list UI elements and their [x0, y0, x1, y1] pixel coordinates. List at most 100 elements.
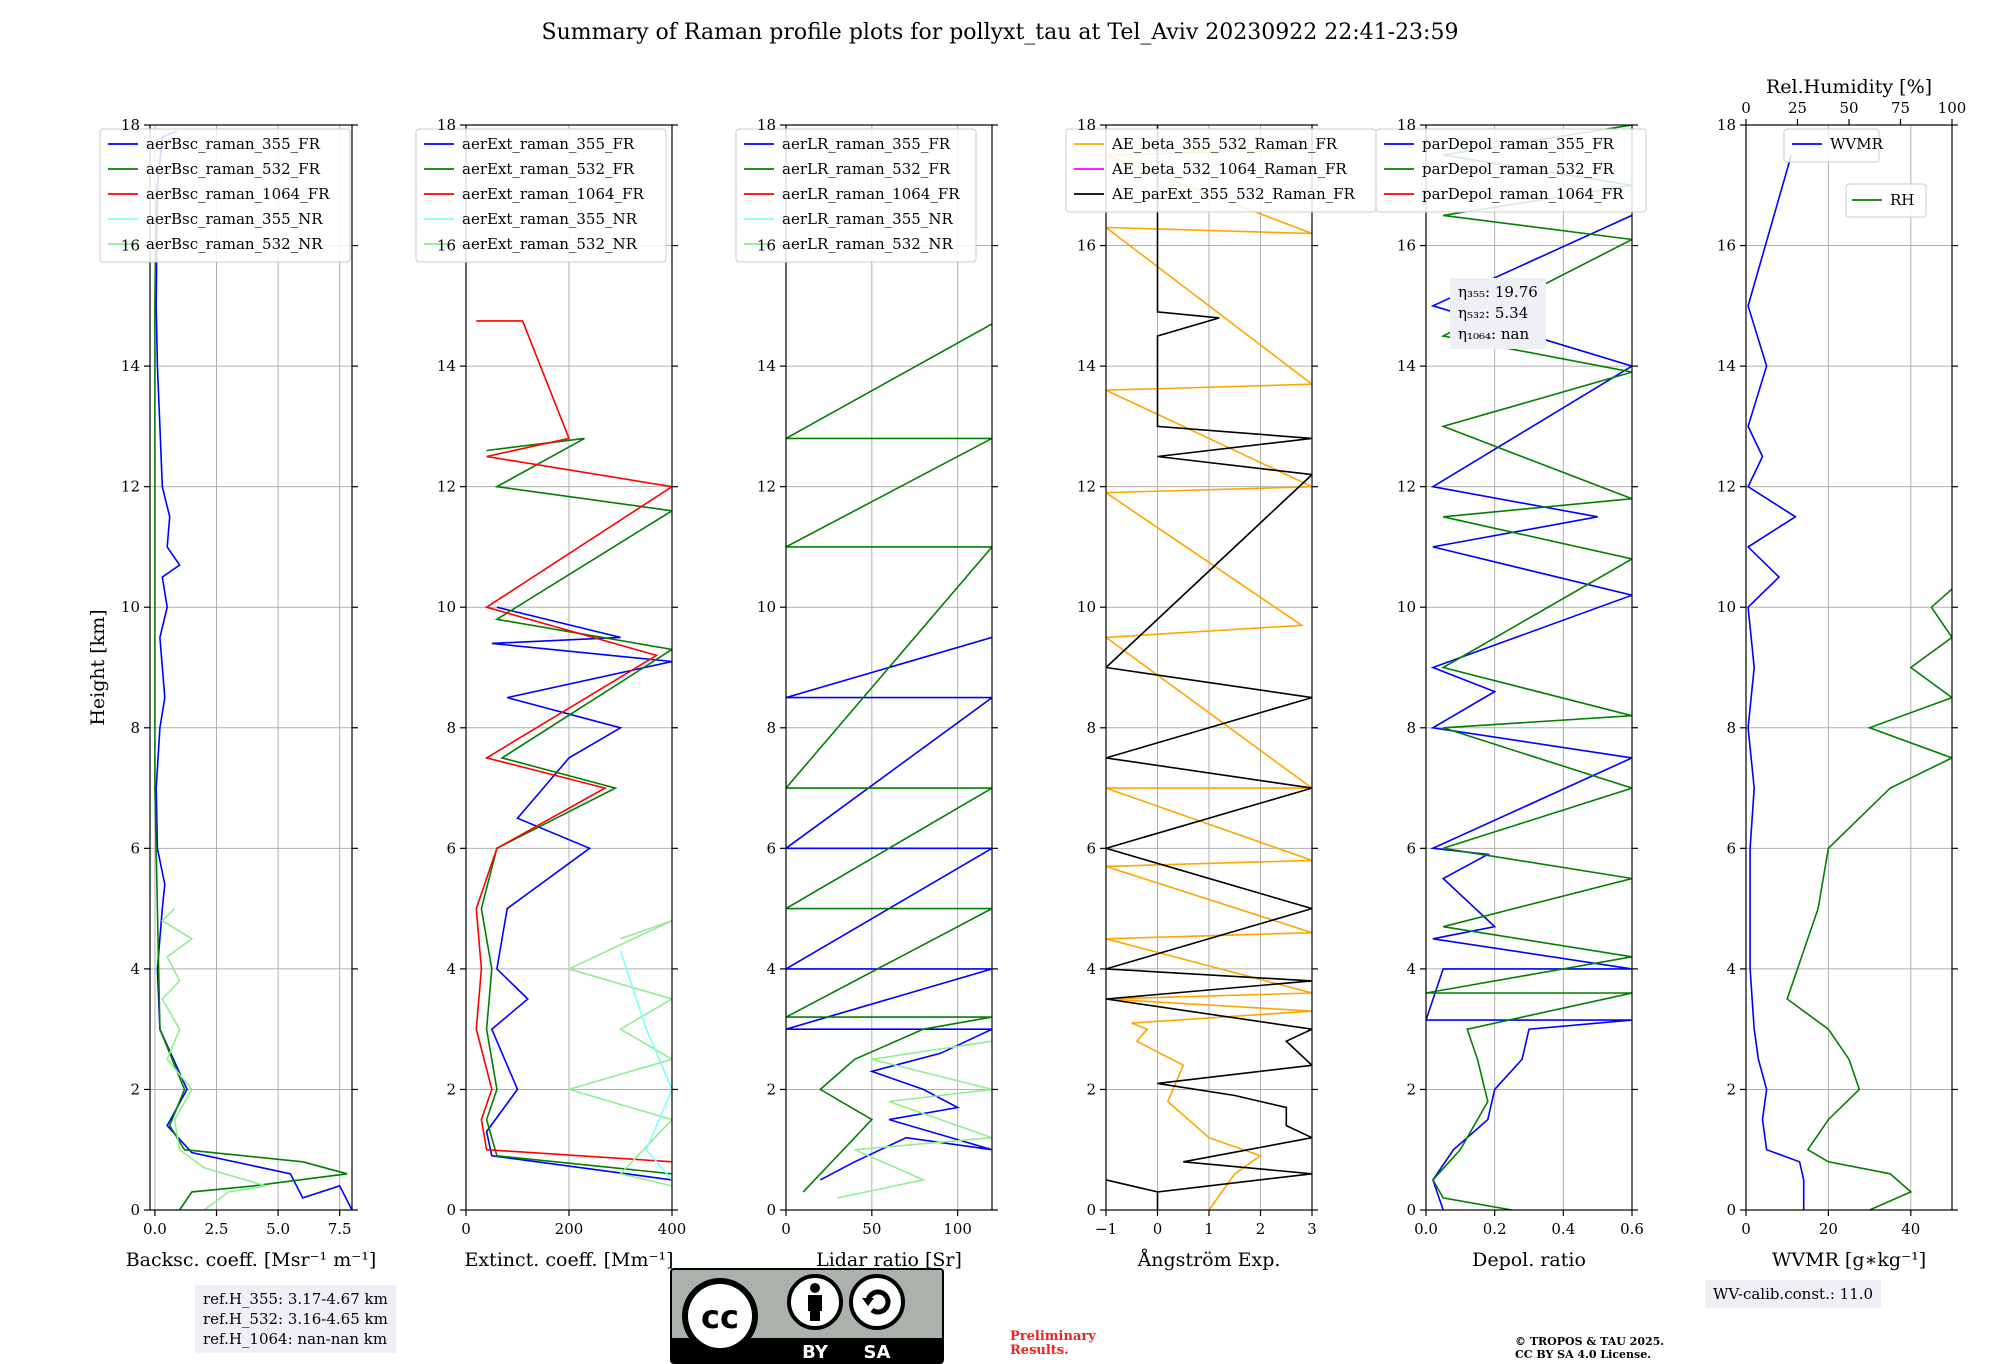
y-tick-label: 14 — [757, 357, 776, 375]
x-tick-label: 0.0 — [143, 1220, 167, 1238]
x2-tick-label: 25 — [1788, 99, 1807, 117]
axes-frame — [1425, 124, 1633, 1211]
preliminary-note: Preliminary Results. — [1010, 1330, 1096, 1358]
y-tick-label: 6 — [446, 839, 456, 857]
legend-entry: AE_beta_355_532_Raman_FR — [1111, 135, 1338, 153]
legend-entry: aerExt_raman_532_NR — [462, 235, 638, 253]
y-tick-label: 0 — [446, 1201, 456, 1219]
y-tick-label: 8 — [130, 719, 140, 737]
series-line-aerLR_raman_355_FR — [786, 636, 992, 1181]
copyright-note: © TROPOS & TAU 2025. CC BY SA 4.0 Licens… — [1515, 1335, 1664, 1361]
legend-frame — [99, 128, 351, 263]
x-tick-label: 100 — [943, 1220, 972, 1238]
y-axis-label: Height [km] — [87, 609, 109, 725]
x-tick-label: 0 — [1741, 1220, 1751, 1238]
y-tick-label: 8 — [1086, 719, 1096, 737]
y-tick-label: 16 — [437, 237, 456, 255]
x-tick-label: 3 — [1307, 1220, 1317, 1238]
legend2-frame — [1845, 183, 1927, 218]
x-tick-label: 50 — [862, 1220, 881, 1238]
x-tick-label: 1 — [1204, 1220, 1214, 1238]
x-tick-label: 0.0 — [1414, 1220, 1438, 1238]
series-line-RH — [1786, 588, 1952, 1210]
y-tick-label: 6 — [1406, 839, 1416, 857]
preliminary-line-1: Preliminary — [1010, 1329, 1096, 1344]
series-line-parDepol_raman_355_FR — [1426, 214, 1632, 1210]
series-group — [475, 320, 672, 1187]
legend-frame — [1783, 128, 1880, 163]
y-tick-label: 4 — [130, 960, 140, 978]
x2-tick-label: 100 — [1938, 99, 1967, 117]
series-line-WVMR — [1746, 154, 1805, 1210]
legend-entry: aerLR_raman_532_FR — [782, 160, 951, 178]
x2-axis-label: Rel.Humidity [%] — [1766, 76, 1932, 98]
eta-355: η₃₅₅: 19.76 — [1458, 283, 1538, 301]
legend — [735, 128, 977, 263]
y-tick-label: 0 — [130, 1201, 140, 1219]
legend-entry: aerBsc_raman_355_FR — [146, 135, 321, 153]
axes-frame — [785, 124, 993, 1211]
y-tick-label: 14 — [121, 357, 140, 375]
series-group — [1106, 125, 1312, 1210]
y-tick-label: 16 — [757, 237, 776, 255]
x-tick-label: 0.6 — [1620, 1220, 1644, 1238]
legend — [1783, 128, 1927, 218]
preliminary-line-2: Results. — [1010, 1343, 1069, 1358]
x-tick-label: 400 — [658, 1220, 687, 1238]
y-tick-label: 18 — [437, 116, 456, 134]
cc-by-text: BY — [802, 1342, 829, 1363]
y-tick-label: 10 — [437, 598, 456, 616]
y-tick-label: 0 — [1086, 1201, 1096, 1219]
y-tick-label: 2 — [766, 1080, 776, 1098]
copyright-line-1: © TROPOS & TAU 2025. — [1515, 1335, 1665, 1348]
y-tick-label: 8 — [1406, 719, 1416, 737]
series-line-aerBsc_raman_532_FR — [154, 185, 348, 1210]
legend-entry: aerBsc_raman_532_FR — [146, 160, 321, 178]
legend-entry: aerBsc_raman_355_NR — [146, 210, 323, 228]
series-line-AE_parExt_355_532_Raman_FR — [1106, 125, 1312, 1210]
legend-entry: parDepol_raman_355_FR — [1422, 135, 1615, 153]
legend2-entry: RH — [1890, 191, 1914, 209]
y-tick-label: 14 — [1077, 357, 1096, 375]
y-tick-label: 14 — [1717, 357, 1736, 375]
y-tick-label: 6 — [130, 839, 140, 857]
y-tick-label: 2 — [1086, 1080, 1096, 1098]
series-line-aerBsc_raman_532_NR — [161, 908, 267, 1210]
y-tick-label: 16 — [1077, 237, 1096, 255]
series-line-aerExt_raman_355_NR — [619, 950, 672, 1181]
ref-h-1064: ref.H_1064: nan-nan km — [203, 1330, 388, 1348]
x-tick-label: 40 — [1901, 1220, 1920, 1238]
y-tick-label: 2 — [446, 1080, 456, 1098]
x-tick-label: 0.4 — [1551, 1220, 1575, 1238]
axes-frame — [1745, 124, 1953, 1211]
axes-frame — [149, 124, 353, 1211]
legend-entry: aerLR_raman_355_FR — [782, 135, 951, 153]
reference-height-box: ref.H_355: 3.17-4.67 km ref.H_532: 3.16-… — [195, 1285, 396, 1353]
panel-ae — [1065, 124, 1377, 1216]
legend — [415, 128, 667, 263]
x-tick-label: 7.5 — [328, 1220, 352, 1238]
y-tick-label: 12 — [437, 478, 456, 496]
series-line-aerLR_raman_532_NR — [837, 1040, 992, 1199]
x-tick-label: 0.2 — [1483, 1220, 1507, 1238]
x-axis-label: Lidar ratio [Sr] — [816, 1249, 962, 1271]
legend — [1375, 128, 1647, 213]
y-tick-label: 12 — [1717, 478, 1736, 496]
x-tick-label: 0 — [781, 1220, 791, 1238]
series-group — [154, 130, 352, 1210]
copyright-line-2: CC BY SA 4.0 License. — [1515, 1348, 1652, 1361]
y-tick-label: 4 — [446, 960, 456, 978]
figure-title: Summary of Raman profile plots for polly… — [541, 20, 1459, 45]
x2-tick-label: 0 — [1741, 99, 1751, 117]
y-tick-label: 16 — [121, 237, 140, 255]
y-tick-label: 14 — [437, 357, 456, 375]
x-tick-label: 200 — [555, 1220, 584, 1238]
wv-calibration-box: WV-calib.const.: 11.0 — [1705, 1280, 1882, 1308]
y-tick-label: 8 — [1726, 719, 1736, 737]
legend-entry: aerExt_raman_532_FR — [462, 160, 635, 178]
x-tick-label: 2 — [1256, 1220, 1266, 1238]
legend-entry: parDepol_raman_532_FR — [1422, 160, 1615, 178]
x-axis-label: Depol. ratio — [1472, 1249, 1586, 1271]
y-tick-label: 18 — [1077, 116, 1096, 134]
y-tick-label: 10 — [1717, 598, 1736, 616]
